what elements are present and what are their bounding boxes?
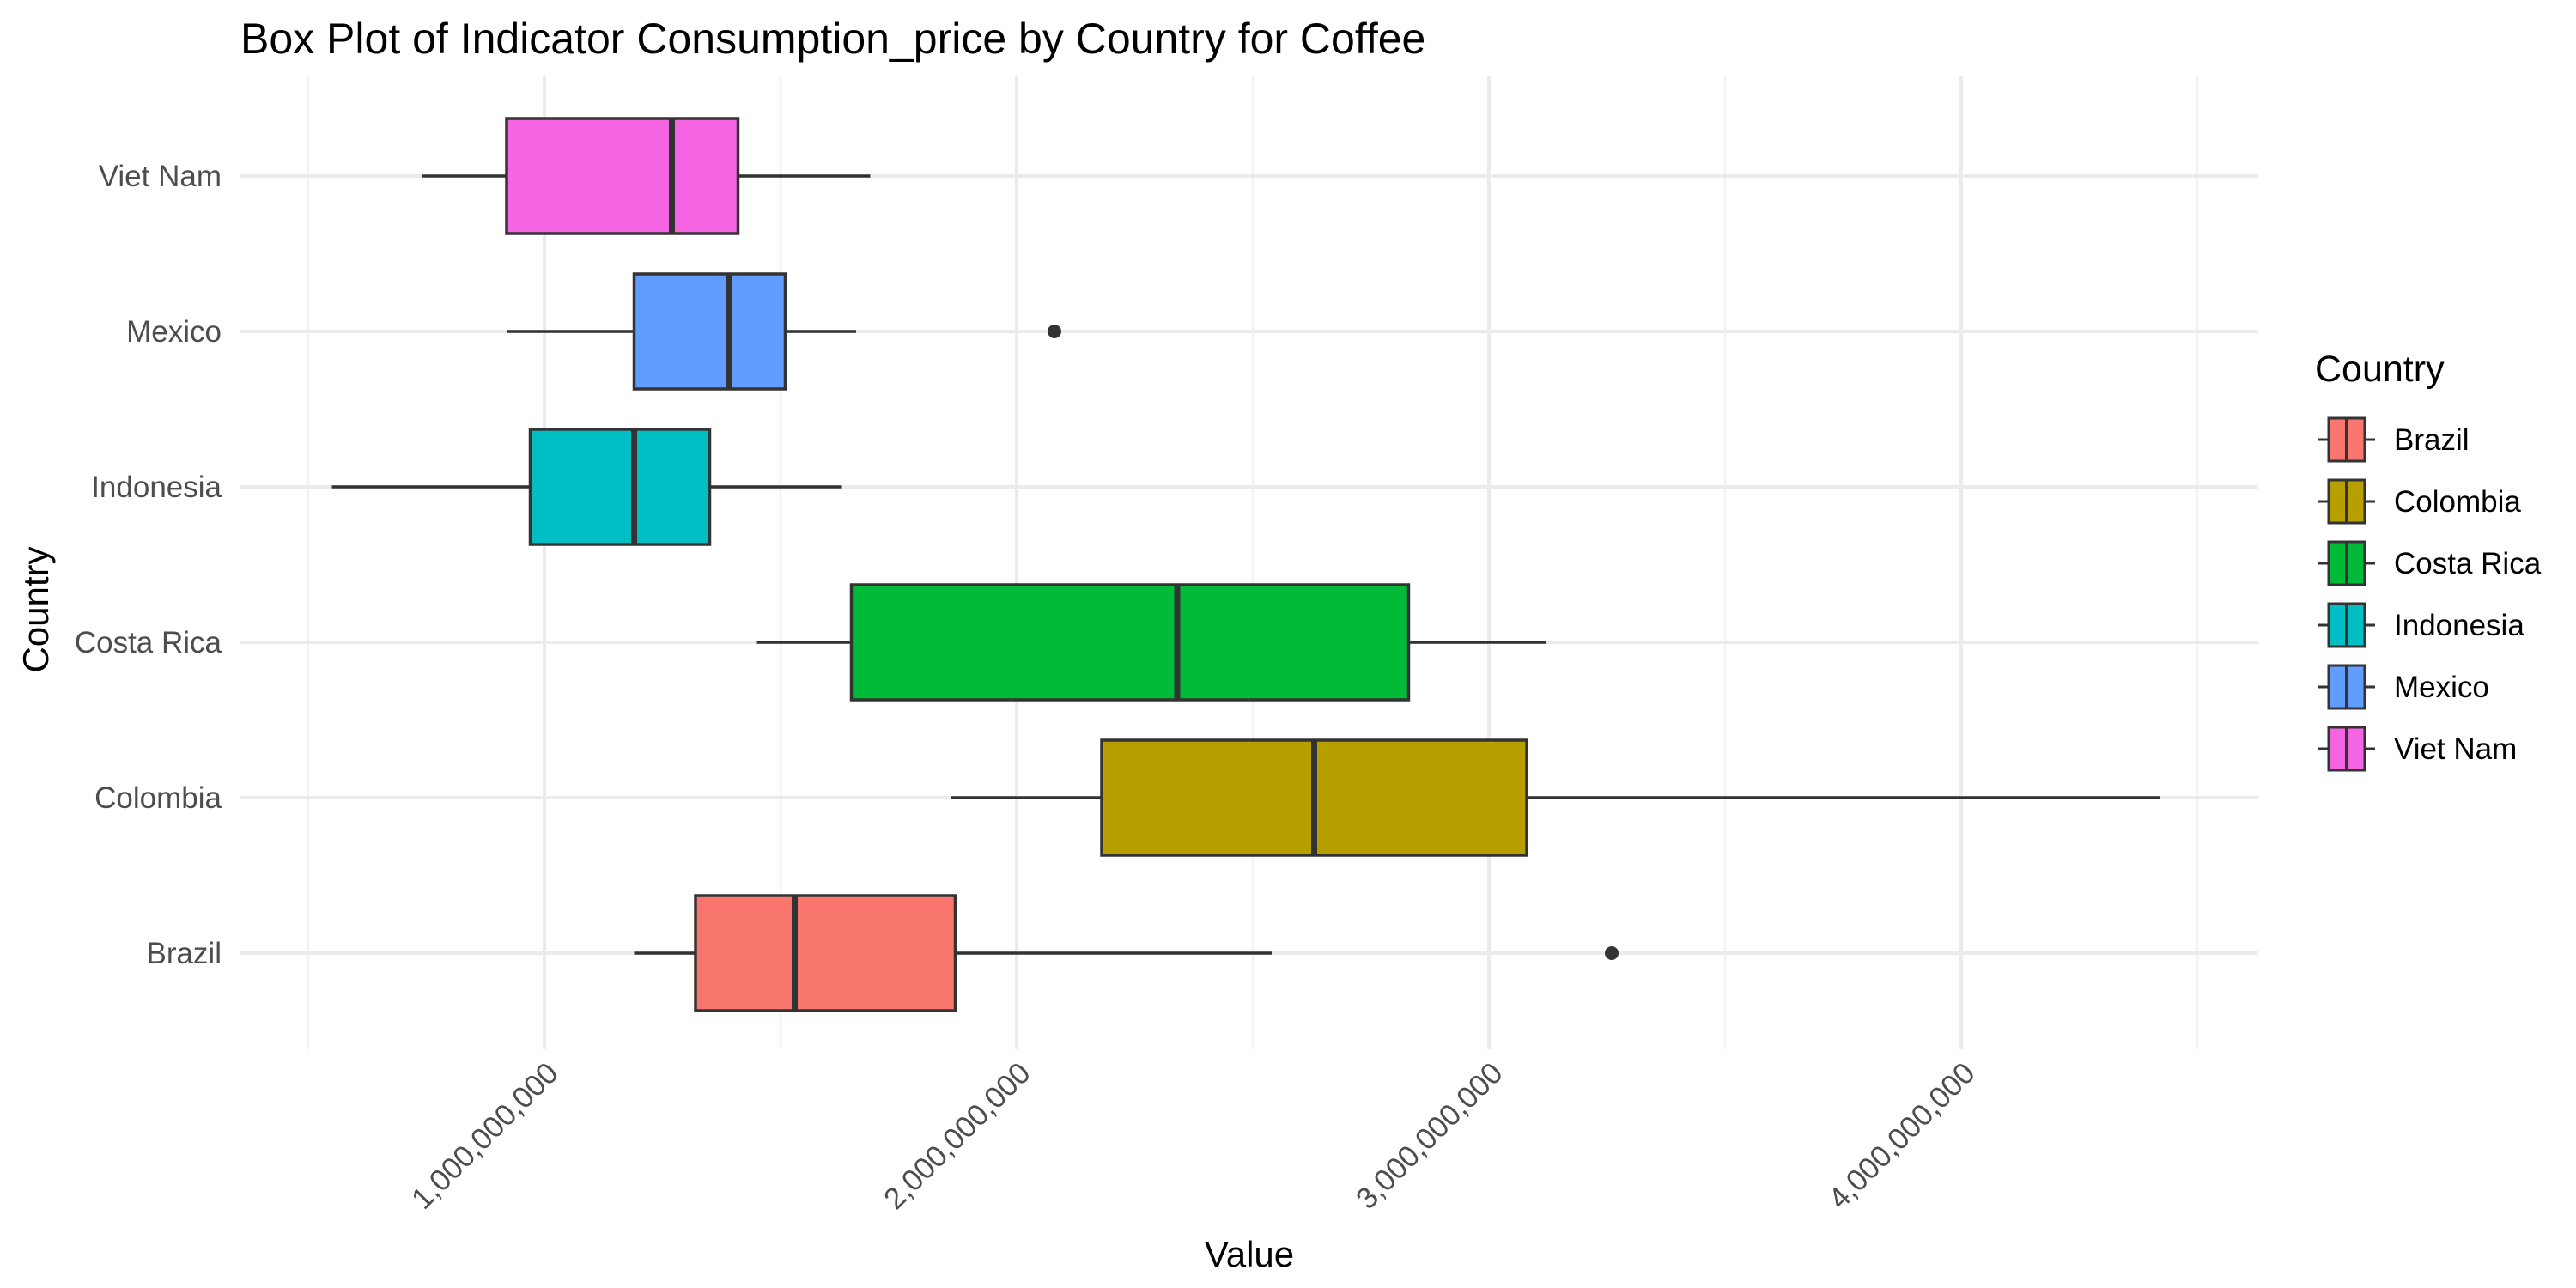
box-viet-nam <box>422 117 871 235</box>
boxes <box>331 117 2160 1012</box>
outlier-point <box>1605 946 1619 960</box>
box-indonesia <box>331 428 842 546</box>
y-tick-label: Mexico <box>126 315 222 349</box>
legend-item-indonesia: Indonesia <box>2318 602 2524 648</box>
y-tick-label: Costa Rica <box>75 626 222 659</box>
x-axis-title: Value <box>1205 1234 1294 1274</box>
box-brazil <box>634 894 1619 1012</box>
y-tick-label: Brazil <box>146 937 222 970</box>
x-tick-label: 2,000,000,000 <box>878 1056 1037 1216</box>
legend-label: Indonesia <box>2394 609 2524 642</box>
box-colombia <box>951 738 2160 857</box>
legend-item-viet-nam: Viet Nam <box>2318 726 2517 772</box>
legend-label: Costa Rica <box>2394 547 2542 580</box>
iqr-box <box>694 894 957 1012</box>
y-tick-label: Indonesia <box>91 471 222 504</box>
iqr-box <box>505 117 740 235</box>
legend-item-brazil: Brazil <box>2318 416 2470 463</box>
legend: Brazil Colombia Costa Rica Indonesia Mexico V… <box>2318 416 2542 772</box>
box-mexico <box>507 272 1061 391</box>
x-tick-label: 1,000,000,000 <box>405 1056 565 1216</box>
x-tick-label: 4,000,000,000 <box>1822 1056 1982 1216</box>
legend-item-costa-rica: Costa Rica <box>2318 540 2542 586</box>
legend-item-colombia: Colombia <box>2318 478 2521 525</box>
chart-title: Box Plot of Indicator Consumption_price … <box>240 15 1425 63</box>
y-tick-label: Viet Nam <box>99 160 222 193</box>
legend-item-mexico: Mexico <box>2318 664 2489 710</box>
legend-label: Colombia <box>2394 485 2521 519</box>
iqr-box <box>632 272 787 391</box>
y-axis-title: Country <box>15 546 56 672</box>
x-tick-label: 3,000,000,000 <box>1350 1056 1510 1216</box>
legend-label: Brazil <box>2394 423 2470 457</box>
x-tick-labels: 1,000,000,000 2,000,000,000 3,000,000,000 4… <box>405 1056 1982 1216</box>
iqr-box <box>528 428 712 546</box>
legend-label: Mexico <box>2394 671 2489 704</box>
box-costa-rica <box>756 583 1546 702</box>
iqr-box <box>849 583 1411 702</box>
y-tick-label: Colombia <box>94 781 222 815</box>
outlier-point <box>1048 325 1061 338</box>
y-tick-labels: Viet Nam Mexico Indonesia Costa Rica Colombi… <box>75 160 222 970</box>
legend-title: Country <box>2315 349 2445 390</box>
legend-label: Viet Nam <box>2394 732 2517 766</box>
